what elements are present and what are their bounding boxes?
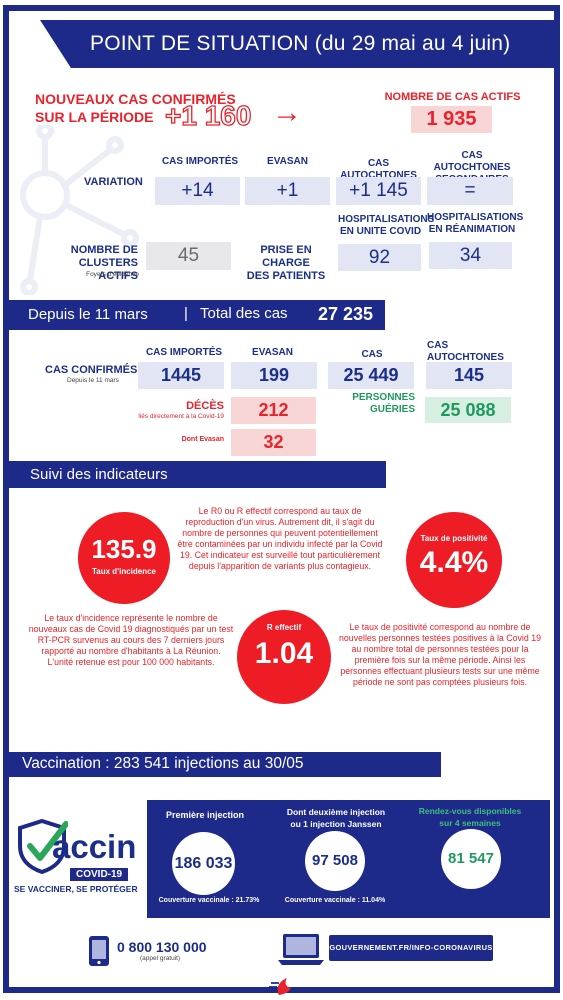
clusters-value: 45 (146, 242, 231, 270)
marianne-icon (269, 978, 291, 995)
confirmed-header-imported: CAS IMPORTÉS (145, 347, 223, 358)
deaths-value: 212 (231, 397, 316, 424)
deaths-sublabel: liés directement à la Covid-19 (138, 413, 224, 420)
clusters-label-line1: NOMBRE DE (70, 244, 138, 256)
r-value: 1.04 (254, 637, 314, 670)
recovered-label-line2: GUÉRIES (369, 404, 415, 415)
first-injection-label: Première injection (165, 810, 245, 820)
vaccination-band-label: Vaccination : 283 541 injections au 30/0… (22, 755, 304, 772)
clusters-label-line2: CLUSTERS ACTIFS (78, 257, 138, 282)
positivity-value: 4.4% (419, 546, 489, 579)
new-cases-label-line2: SUR LA PÉRIODE (35, 109, 154, 125)
active-cases-label: NOMBRE DE CAS ACTIFS (384, 91, 521, 103)
vaccination-band (9, 752, 441, 777)
second-injection-label-line1: Dont deuxième injection (286, 807, 386, 817)
deaths-evasan-value: 32 (231, 429, 316, 456)
positivity-text: Le taux de positivité correspond au nomb… (339, 622, 541, 687)
new-cases-value: +1 160 (164, 99, 252, 131)
confirmed-sublabel: Depuis le 11 mars (67, 377, 119, 384)
new-cases-label-line1: NOUVEAUX CAS CONFIRMÉS (35, 91, 236, 107)
incidence-text: Le taux d'incidence représente le nombre… (28, 613, 234, 667)
r-text: Le R0 ou R effectif correspond au taux d… (177, 506, 383, 571)
care-label-line1: PRISE EN CHARGE (260, 244, 312, 269)
variation-evasan-value: +1 (245, 177, 330, 205)
second-injection-label: Dont deuxième injection ou 1 injection J… (272, 806, 400, 830)
confirmed-autochthonous-value: 25 449 (328, 362, 414, 389)
first-injection-coverage: Couverture vaccinale : 21.73% (158, 897, 260, 904)
covid19-badge: COVID-19 (70, 868, 129, 881)
vaccin-logo-word: accin (52, 828, 137, 865)
phone-number[interactable]: 0 800 130 000 (117, 939, 207, 955)
appointments-label: Rendez-vous disponibles sur 4 semaines (405, 805, 535, 829)
website-link[interactable]: GOUVERNEMENT.FR/INFO-CORONAVIRUS (329, 935, 493, 961)
appointments-value: 81 547 (441, 829, 501, 889)
since-band (9, 300, 385, 330)
total-cases-value: 27 235 (318, 304, 374, 324)
second-injection-coverage: Couverture vaccinale : 11.04% (284, 897, 386, 904)
confirmed-evasan-value: 199 (231, 362, 317, 389)
confirmed-imported-value: 1445 (138, 362, 224, 389)
since-label: Depuis le 11 mars (28, 306, 148, 323)
appointments-label-line2: sur 4 semaines (439, 818, 501, 828)
positivity-label: Taux de positivité (420, 534, 488, 543)
confirmed-secondary-value: 145 (426, 362, 512, 389)
recovered-label: PERSONNES GUÉRIES (335, 392, 415, 416)
confirmed-label: CAS CONFIRMÉS (45, 364, 138, 376)
care-label-line2: DES PATIENTS (246, 270, 326, 282)
incidence-circle: 135.9 Taux d'incidence (78, 512, 170, 604)
variation-imported-value: +14 (155, 177, 240, 205)
r-circle: R effectif 1.04 (237, 610, 331, 704)
clusters-sublabel: Foyers d'épidémie (86, 271, 139, 278)
phone-note: (appel gratuit) (140, 955, 181, 962)
confirmed-header-evasan: EVASAN (252, 347, 293, 358)
variation-secondary-value: = (427, 177, 513, 205)
since-separator: | (184, 305, 188, 322)
indicators-band (9, 461, 386, 488)
page-title: POINT DE SITUATION (du 29 mai au 4 juin) (40, 20, 556, 68)
variation-header-evasan: EVASAN (267, 156, 308, 167)
variation-header-autochthonous: CAS AUTOCHTONES (340, 158, 417, 181)
appointments-label-line1: Rendez-vous disponibles (418, 806, 522, 816)
care-header-covid-unit: HOSPITALISATIONS EN UNITE COVID (338, 214, 435, 237)
variation-label: VARIATION (84, 176, 143, 188)
variation-header-imported: CAS IMPORTÉS (161, 156, 239, 167)
total-cases-label: Total des cas (200, 305, 288, 322)
variation-autochthonous-value: +1 145 (336, 177, 421, 205)
incidence-label: Taux d'incidence (92, 567, 156, 576)
deaths-label: DÉCÈS (186, 400, 224, 412)
vaccin-logo: accin COVID-19 SE VACCINER, SE PROTÉGER (12, 818, 142, 898)
first-injection-value: 186 033 (172, 832, 235, 895)
care-header-icu: HOSPITALISATIONS EN RÉANIMATION (427, 212, 524, 235)
clusters-label: NOMBRE DE CLUSTERS ACTIFS (45, 244, 138, 283)
care-label: PRISE EN CHARGE DES PATIENTS (240, 244, 332, 283)
phone-icon (89, 936, 109, 966)
r-label: R effectif (266, 623, 302, 632)
care-icu-value: 34 (429, 242, 512, 269)
positivity-circle: Taux de positivité 4.4% (406, 512, 502, 608)
second-injection-value: 97 508 (305, 831, 365, 891)
indicators-band-label: Suivi des indicateurs (30, 466, 168, 483)
shield-check-icon (18, 818, 68, 874)
second-injection-label-line2: ou 1 injection Janssen (290, 819, 382, 829)
incidence-value: 135.9 (91, 534, 157, 564)
recovered-label-line1: PERSONNES (352, 392, 415, 403)
new-cases-label: NOUVEAUX CAS CONFIRMÉS SUR LA PÉRIODE (35, 90, 236, 126)
deaths-evasan-label: Dont Evasan (181, 436, 224, 443)
vaccin-tagline: SE VACCINER, SE PROTÉGER (14, 884, 138, 894)
active-cases-value: 1 935 (411, 106, 492, 133)
care-covid-unit-value: 92 (338, 244, 421, 271)
recovered-value: 25 088 (425, 397, 511, 423)
virus-network-icon (20, 125, 139, 295)
laptop-icon (278, 934, 324, 965)
arrow-right-icon: → (272, 96, 302, 129)
